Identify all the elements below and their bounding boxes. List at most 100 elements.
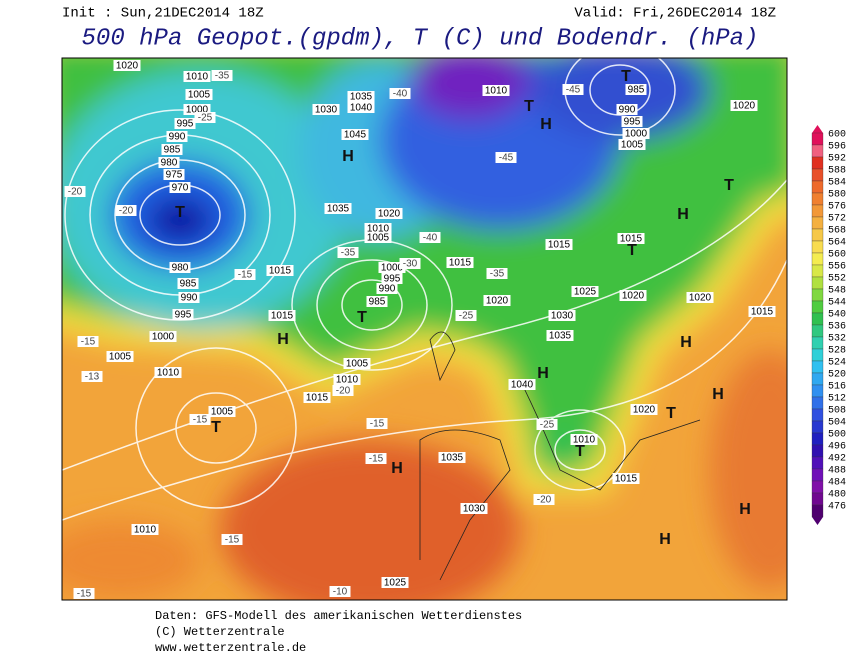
isotherm-label: -25 <box>198 113 213 124</box>
legend-swatch <box>811 300 824 314</box>
pressure-center: H <box>537 365 549 382</box>
legend-label: 540 <box>828 310 846 321</box>
label-box <box>166 131 188 142</box>
pressure-center: T <box>621 68 631 85</box>
label-box <box>234 269 256 280</box>
pressure-center: H <box>739 501 751 518</box>
label-box <box>268 310 296 321</box>
isobar-label: 1015 <box>269 266 292 277</box>
label-box <box>612 473 640 484</box>
isobar-label: 1040 <box>350 103 373 114</box>
isotherm-label: -35 <box>215 71 230 82</box>
label-box <box>455 310 477 321</box>
isotherm-label: -15 <box>238 270 253 281</box>
legend-swatch <box>811 372 824 386</box>
isobar-label: 995 <box>175 310 192 321</box>
pressure-center: H <box>391 460 403 477</box>
label-box <box>571 286 599 297</box>
label-box <box>533 494 555 505</box>
isobar-label: 975 <box>166 170 183 181</box>
legend-swatch <box>811 156 824 170</box>
label-box <box>483 295 511 306</box>
legend-label: 592 <box>828 154 846 165</box>
color-legend: 6005965925885845805765725685645605565525… <box>811 125 846 525</box>
legend-label: 564 <box>828 238 846 249</box>
label-box <box>570 434 598 445</box>
legend-swatch <box>811 408 824 422</box>
label-box <box>303 392 331 403</box>
isobar-label: 985 <box>369 297 386 308</box>
isobar-label: 1000 <box>381 263 404 274</box>
legend-label: 556 <box>828 262 846 273</box>
label-box <box>113 60 141 71</box>
map-area: TTTTTTTHHHHHHHHHHHTT10201010100510009959… <box>62 58 787 600</box>
label-box <box>177 278 199 289</box>
isotherm-label: -15 <box>193 415 208 426</box>
label-box <box>381 273 403 284</box>
isotherm-label: -15 <box>77 589 92 600</box>
isobar-label: 980 <box>161 158 178 169</box>
legend-swatch <box>811 288 824 302</box>
legend-label: 568 <box>828 226 846 237</box>
legend-swatch <box>811 204 824 218</box>
isobar-label: 1020 <box>633 405 656 416</box>
isobar-label: 1005 <box>346 359 369 370</box>
legend-swatch <box>811 360 824 374</box>
pressure-center: H <box>277 331 289 348</box>
legend-label: 588 <box>828 166 846 177</box>
label-box <box>378 262 406 273</box>
legend-swatch <box>811 492 824 506</box>
legend-label: 512 <box>828 394 846 405</box>
isotherm-label: -25 <box>459 311 474 322</box>
footer-line: www.wetterzentrale.de <box>155 641 306 655</box>
legend-swatch <box>811 456 824 470</box>
isobar-label: 1015 <box>449 258 472 269</box>
isobar-label: 1005 <box>621 140 644 151</box>
legend-swatch <box>811 276 824 290</box>
label-box <box>618 139 646 150</box>
isobar-label: 1030 <box>463 504 486 515</box>
legend-label: 560 <box>828 250 846 261</box>
isobar-label: 1020 <box>378 209 401 220</box>
label-box <box>375 208 403 219</box>
label-box <box>158 157 180 168</box>
isobar-label: 1000 <box>625 129 648 140</box>
isobar-label: 1020 <box>116 61 139 72</box>
pressure-center: T <box>175 204 185 221</box>
label-box <box>545 239 573 250</box>
init-time: Init : Sun,21DEC2014 18Z <box>62 6 264 22</box>
legend-label: 532 <box>828 334 846 345</box>
label-box <box>622 128 650 139</box>
isobar-label: 1040 <box>511 380 534 391</box>
legend-label: 596 <box>828 142 846 153</box>
isobar-label: 1005 <box>109 352 132 363</box>
label-box <box>621 116 643 127</box>
label-box <box>366 418 388 429</box>
label-box <box>333 374 361 385</box>
isobar-label: 1005 <box>188 90 211 101</box>
isotherm-label: -35 <box>341 248 356 259</box>
isobar-label: 980 <box>172 263 189 274</box>
label-box <box>189 414 211 425</box>
legend-label: 544 <box>828 298 846 309</box>
label-box <box>389 88 411 99</box>
label-box <box>625 84 647 95</box>
legend-swatch <box>811 216 824 230</box>
legend-swatch <box>811 228 824 242</box>
label-box <box>154 367 182 378</box>
isobar-label: 1005 <box>211 407 234 418</box>
legend-label: 500 <box>828 430 846 441</box>
legend-label: 476 <box>828 502 846 513</box>
label-box <box>174 118 196 129</box>
legend-swatch <box>811 168 824 182</box>
legend-label: 524 <box>828 358 846 369</box>
label-box <box>619 290 647 301</box>
label-box <box>163 169 185 180</box>
legend-label: 484 <box>828 478 846 489</box>
label-box <box>460 503 488 514</box>
isobar-label: 990 <box>379 284 396 295</box>
legend-swatch <box>811 420 824 434</box>
pressure-center: T <box>211 419 221 436</box>
label-box <box>161 144 183 155</box>
